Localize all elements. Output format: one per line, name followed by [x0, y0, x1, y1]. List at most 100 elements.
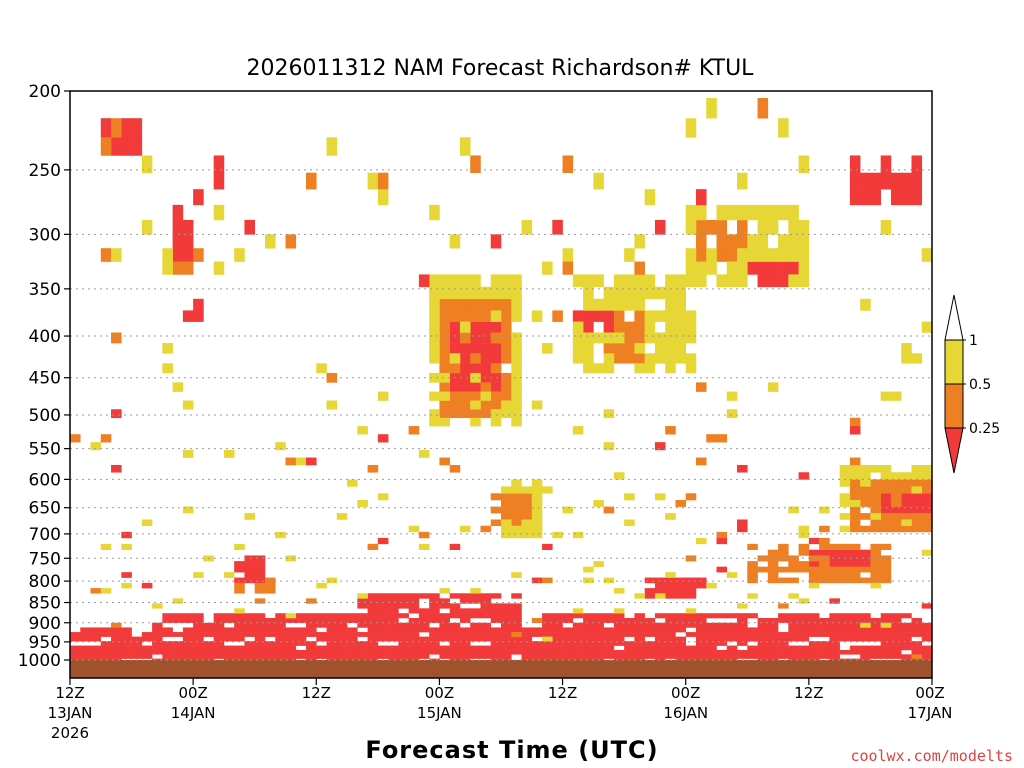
heatmap-cell	[644, 588, 656, 594]
heatmap-cell	[336, 618, 348, 624]
heatmap-cell	[193, 572, 204, 578]
heatmap-cell	[172, 641, 184, 646]
heatmap-cell	[542, 622, 553, 628]
heatmap-cell	[388, 654, 399, 659]
heatmap-cell	[316, 654, 327, 659]
heatmap-cell	[798, 627, 810, 633]
heatmap-cell	[890, 493, 902, 501]
heatmap-cell	[901, 622, 912, 628]
heatmap-cell	[819, 572, 830, 578]
heatmap-cell	[726, 261, 738, 275]
heatmap-cell	[901, 472, 912, 480]
heatmap-cell	[798, 531, 810, 539]
heatmap-cell	[121, 531, 132, 539]
heatmap-cell	[788, 613, 799, 619]
heatmap-cell	[501, 603, 512, 609]
heatmap-cell	[757, 261, 769, 275]
heatmap-cell	[613, 641, 625, 646]
heatmap-cell	[162, 641, 173, 646]
heatmap-cell	[737, 636, 748, 642]
heatmap-cell	[254, 654, 266, 659]
heatmap-cell	[890, 641, 902, 646]
heatmap-cell	[788, 636, 799, 642]
heatmap-cell	[747, 627, 758, 633]
heatmap-cell	[839, 464, 851, 473]
heatmap-cell	[778, 549, 789, 556]
heatmap-cell	[880, 566, 892, 573]
heatmap-cell	[244, 649, 256, 655]
heatmap-cell	[716, 658, 728, 661]
heatmap-cell	[603, 353, 615, 364]
heatmap-cell	[203, 649, 214, 655]
heatmap-cell	[798, 645, 810, 651]
credit-link[interactable]: coolwx.com/modelts	[850, 747, 1013, 765]
heatmap-cell	[429, 372, 440, 383]
heatmap-cell	[141, 582, 153, 589]
heatmap-cell	[316, 636, 327, 642]
heatmap-cell	[665, 582, 676, 589]
heatmap-cell	[747, 261, 758, 275]
heatmap-cell	[254, 645, 266, 651]
heatmap-cell	[706, 434, 717, 443]
heatmap-cell	[480, 645, 492, 651]
heatmap-cell	[367, 645, 379, 651]
heatmap-cell	[511, 632, 522, 637]
heatmap-cell	[172, 649, 184, 655]
x-tick-label: 17JAN	[908, 704, 953, 722]
heatmap-cell	[675, 310, 687, 322]
heatmap-cell	[747, 566, 758, 573]
heatmap-cell	[675, 298, 687, 311]
y-tick-label: 850	[29, 594, 61, 614]
heatmap-cell	[788, 649, 799, 655]
heatmap-cell	[572, 608, 584, 614]
heatmap-cell	[634, 641, 645, 646]
heatmap-cell	[511, 372, 522, 383]
heatmap-cell	[706, 613, 717, 619]
heatmap-cell	[644, 645, 656, 651]
heatmap-cell	[695, 654, 707, 659]
heatmap-cell	[182, 654, 194, 659]
heatmap-cell	[470, 608, 481, 614]
heatmap-cell	[603, 506, 615, 514]
heatmap-cell	[172, 654, 184, 659]
heatmap-cell	[583, 363, 594, 374]
heatmap-cell	[480, 622, 492, 628]
heatmap-cell	[911, 519, 923, 527]
y-tick-label: 200	[29, 82, 61, 102]
heatmap-cell	[695, 248, 707, 262]
heatmap-cell	[860, 632, 871, 637]
heatmap-cell	[295, 636, 307, 642]
heatmap-cell	[593, 645, 604, 651]
heatmap-cell	[583, 286, 594, 300]
heatmap-cell	[521, 658, 533, 661]
y-tick-label: 550	[29, 440, 61, 460]
heatmap-cell	[767, 649, 779, 655]
heatmap-cell	[767, 382, 779, 392]
heatmap-cell	[490, 618, 502, 624]
heatmap-cell	[275, 632, 286, 637]
heatmap-cell	[264, 588, 276, 594]
heatmap-cell	[716, 531, 728, 539]
heatmap-cell	[511, 486, 522, 494]
heatmap-cell	[593, 561, 604, 567]
heatmap-cell	[162, 618, 173, 624]
heatmap-cell	[213, 636, 225, 642]
heatmap-cell	[829, 649, 840, 655]
heatmap-cell	[193, 658, 204, 661]
heatmap-cell	[285, 234, 297, 249]
heatmap-cell	[501, 409, 512, 419]
heatmap-cell	[172, 618, 184, 624]
heatmap-cell	[336, 654, 348, 659]
heatmap-cell	[141, 649, 153, 655]
heatmap-cell	[490, 613, 502, 619]
heatmap-cell	[870, 464, 881, 473]
heatmap-cell	[665, 363, 676, 374]
heatmap-cell	[429, 274, 440, 288]
heatmap-cell	[757, 627, 769, 633]
heatmap-cell	[254, 598, 266, 604]
heatmap-cell	[593, 613, 604, 619]
heatmap-cell	[583, 632, 594, 637]
heatmap-cell	[788, 274, 799, 288]
heatmap-cell	[152, 636, 163, 642]
heatmap-cell	[70, 636, 81, 642]
